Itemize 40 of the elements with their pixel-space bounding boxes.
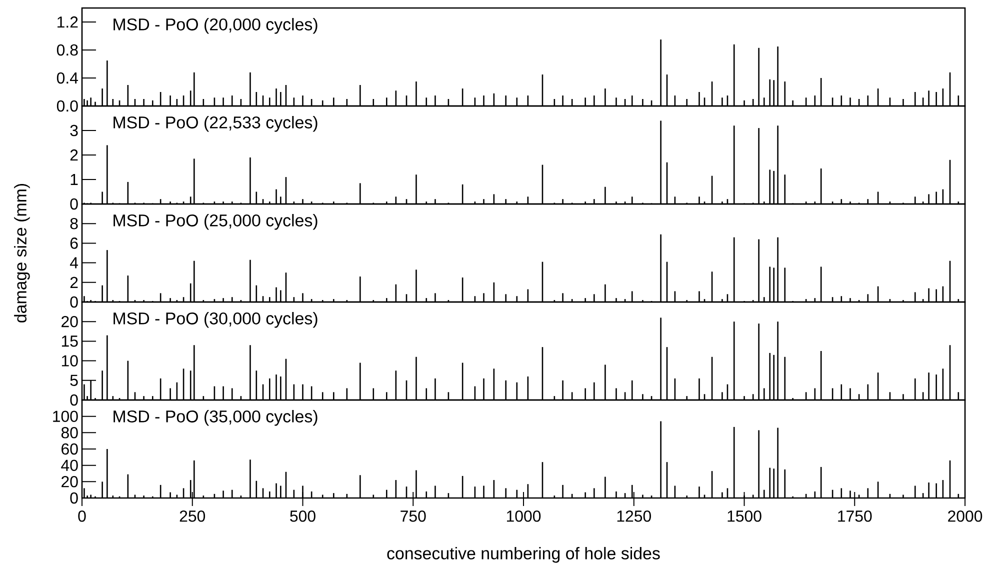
y-tick-label: 2 bbox=[70, 149, 78, 161]
text: MSD - PoO (25,000 cycles) bbox=[114, 214, 318, 230]
y-tick-label: 0.4 bbox=[56, 72, 78, 84]
y-tick-label: 0.8 bbox=[56, 44, 78, 56]
y-tick-label: 100 bbox=[53, 410, 78, 422]
y-tick-label: 60 bbox=[62, 443, 78, 455]
y-tick-label: 15 bbox=[62, 336, 78, 347]
y-tick-label: 1 bbox=[70, 174, 78, 185]
y-tick-label: 4 bbox=[70, 257, 78, 268]
x-axis-title: consecutive numbering of hole sides bbox=[387, 546, 660, 563]
y-tick-label: 0 bbox=[70, 198, 78, 210]
x-tick-label: 1250 bbox=[617, 510, 651, 522]
y-tick-label: 40 bbox=[61, 460, 78, 471]
y-tick-label: 20 bbox=[62, 476, 78, 488]
y-tick-label: 0 bbox=[70, 492, 78, 504]
y-tick-label: 3 bbox=[70, 124, 78, 136]
text: MSD - PoO (35,000 cycles) bbox=[114, 410, 318, 426]
x-tick-label: 250 bbox=[180, 510, 206, 522]
y-tick-label: 0 bbox=[70, 394, 78, 406]
y-tick-label: 0 bbox=[70, 296, 78, 308]
text: MSD - PoO (20,000 cycles) bbox=[114, 18, 318, 34]
text: MSD - PoO (30,000 cycles) bbox=[114, 312, 318, 328]
x-tick-label: 1000 bbox=[506, 510, 541, 522]
y-tick-label: 6 bbox=[70, 238, 78, 249]
y-tick-label: 8 bbox=[70, 218, 78, 230]
y-tick-label: 10 bbox=[62, 355, 78, 366]
x-tick-label: 1750 bbox=[838, 510, 872, 522]
y-tick-label: 20 bbox=[62, 316, 78, 328]
x-tick-label: 0 bbox=[78, 510, 86, 522]
y-tick-label: 2 bbox=[70, 276, 78, 288]
y-tick-label: 80 bbox=[61, 427, 78, 438]
y-axis-title: damage size (mm) bbox=[14, 184, 30, 322]
x-tick-label: 750 bbox=[400, 510, 426, 522]
text: MSD - PoO (22,533 cycles) bbox=[114, 116, 318, 132]
y-tick-label: 0.0 bbox=[56, 100, 78, 112]
x-tick-label: 1500 bbox=[728, 510, 762, 522]
x-tick-label: 2000 bbox=[948, 510, 982, 522]
y-tick-label: 5 bbox=[70, 374, 78, 386]
y-tick-label: 1.2 bbox=[58, 16, 78, 28]
x-tick-label: 500 bbox=[290, 510, 316, 522]
